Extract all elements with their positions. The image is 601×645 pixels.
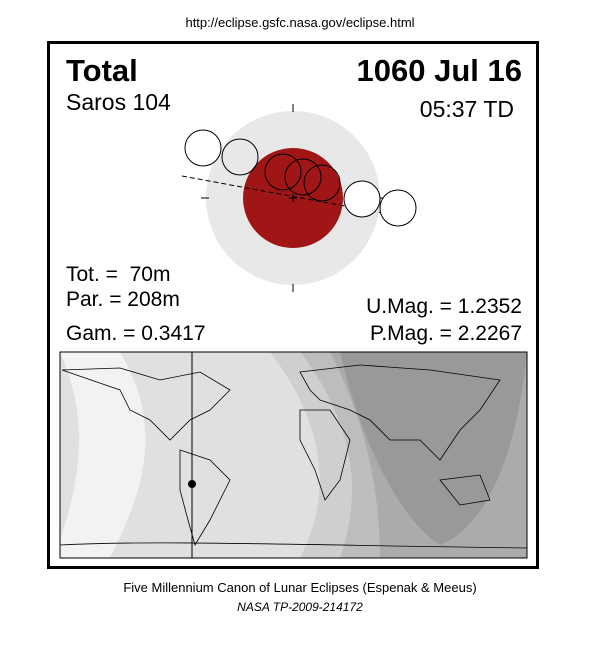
- eclipse-type: Total: [66, 53, 138, 88]
- partial-duration: Par. = 208m: [66, 288, 180, 311]
- saros: Saros 104: [66, 89, 171, 115]
- footer-credit: Five Millennium Canon of Lunar Eclipses …: [123, 580, 476, 595]
- moon-positions: [184, 129, 417, 227]
- axis-ticks: [201, 104, 385, 292]
- eclipse-date: 1060 Jul 16: [357, 53, 522, 88]
- url: http://eclipse.gsfc.nasa.gov/eclipse.htm…: [185, 15, 414, 30]
- gamma: Gam. = 0.3417: [66, 322, 206, 345]
- visibility-map: [59, 351, 528, 559]
- shadow-diagram: [181, 104, 417, 292]
- umbral-magnitude: U.Mag. = 1.2352: [366, 295, 522, 318]
- footer-publication: NASA TP-2009-214172: [237, 600, 363, 614]
- eclipse-time: 05:37 TD: [420, 96, 514, 122]
- total-duration: Tot. = 70m: [66, 263, 170, 286]
- penumbral-magnitude: P.Mag. = 2.2267: [370, 322, 522, 345]
